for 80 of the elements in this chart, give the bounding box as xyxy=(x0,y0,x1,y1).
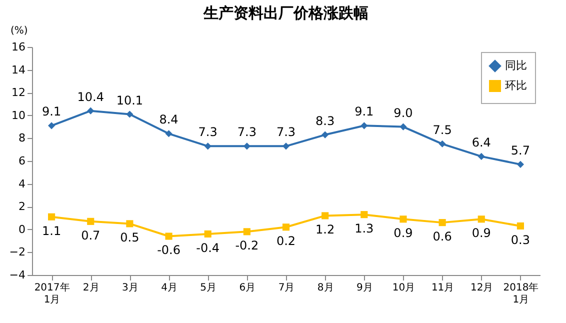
point xyxy=(204,230,212,238)
point xyxy=(48,122,56,130)
point xyxy=(243,228,250,236)
chart-title: 生产资料出厂价格涨跌幅 xyxy=(202,4,368,22)
data-label: 9.1 xyxy=(42,104,62,119)
data-label: 6.4 xyxy=(472,135,491,150)
y-tick-label: 12 xyxy=(12,86,26,100)
x-tick-label: 3月 xyxy=(122,282,138,294)
x-tick-label: 8月 xyxy=(317,282,334,294)
data-label: 0.9 xyxy=(394,226,413,240)
point xyxy=(360,122,368,130)
x-tick-label: 7月 xyxy=(278,282,295,294)
data-label: 8.4 xyxy=(159,112,178,127)
data-label: 10.1 xyxy=(116,93,144,108)
x-tick-label: 12月 xyxy=(470,282,494,294)
x-tick-label: 2月 xyxy=(82,282,100,294)
data-label: -0.6 xyxy=(157,243,180,258)
data-label: 1.2 xyxy=(316,222,335,237)
data-label: 7.3 xyxy=(198,125,218,140)
y-tick-label: 10 xyxy=(12,108,26,122)
point xyxy=(478,152,485,160)
data-label: 7.3 xyxy=(237,125,256,140)
point xyxy=(243,142,250,150)
data-label: 7.5 xyxy=(432,122,452,137)
point xyxy=(165,130,172,138)
data-label: -0.2 xyxy=(235,238,259,253)
point xyxy=(516,222,524,230)
y-tick-label: 0 xyxy=(18,222,26,236)
point xyxy=(282,224,290,231)
point xyxy=(322,131,329,138)
point xyxy=(400,216,407,223)
x-tick-label: 11月 xyxy=(431,282,454,294)
point xyxy=(360,211,368,218)
legend-label: 环比 xyxy=(505,79,527,92)
point xyxy=(126,110,134,118)
x-tick-label: 2018年 1月 xyxy=(503,282,539,306)
point xyxy=(438,140,446,148)
point xyxy=(400,123,407,130)
point xyxy=(48,213,56,220)
y-axis-title: (%) xyxy=(10,26,28,36)
data-label: 0.7 xyxy=(81,228,100,242)
point xyxy=(87,107,94,114)
y-tick-label: 16 xyxy=(12,40,26,54)
y-tick-label: 8 xyxy=(18,132,26,145)
data-label: 1.1 xyxy=(42,224,62,238)
point xyxy=(165,232,172,240)
point xyxy=(282,142,290,150)
data-label: 0.3 xyxy=(510,232,530,247)
y-tick-label: 4 xyxy=(18,177,26,190)
x-tick-label: 5月 xyxy=(200,282,217,294)
point xyxy=(87,218,94,225)
data-label: 0.6 xyxy=(432,230,452,244)
data-label: 10.4 xyxy=(77,90,104,104)
y-tick-label: 14 xyxy=(12,63,26,76)
point xyxy=(438,219,446,226)
data-label: 0.9 xyxy=(472,226,491,240)
point xyxy=(126,220,134,228)
data-label: 8.3 xyxy=(316,114,335,128)
point xyxy=(204,142,212,150)
y-tick-label: 2 xyxy=(18,200,26,214)
data-label: 0.5 xyxy=(120,230,140,245)
x-tick-label: 9月 xyxy=(356,282,373,294)
y-tick-label: −4 xyxy=(9,268,26,282)
data-label: 0.2 xyxy=(276,234,296,248)
data-label: 7.3 xyxy=(276,125,296,140)
y-tick-label: 6 xyxy=(18,154,26,168)
data-label: 9.0 xyxy=(394,106,413,120)
data-label: 1.3 xyxy=(354,222,374,236)
legend-label: 同比 xyxy=(505,59,527,72)
point xyxy=(322,212,329,220)
point xyxy=(478,216,485,223)
x-tick-label: 10月 xyxy=(392,282,416,294)
x-tick-label: 2017年 1月 xyxy=(34,282,70,306)
data-label: 5.7 xyxy=(510,143,530,158)
data-label: 9.1 xyxy=(354,104,374,119)
point xyxy=(516,160,524,168)
x-tick-label: 4月 xyxy=(161,282,178,294)
y-tick-label: −2 xyxy=(9,246,26,259)
data-label: -0.4 xyxy=(196,240,220,255)
x-tick-label: 6月 xyxy=(239,282,256,294)
